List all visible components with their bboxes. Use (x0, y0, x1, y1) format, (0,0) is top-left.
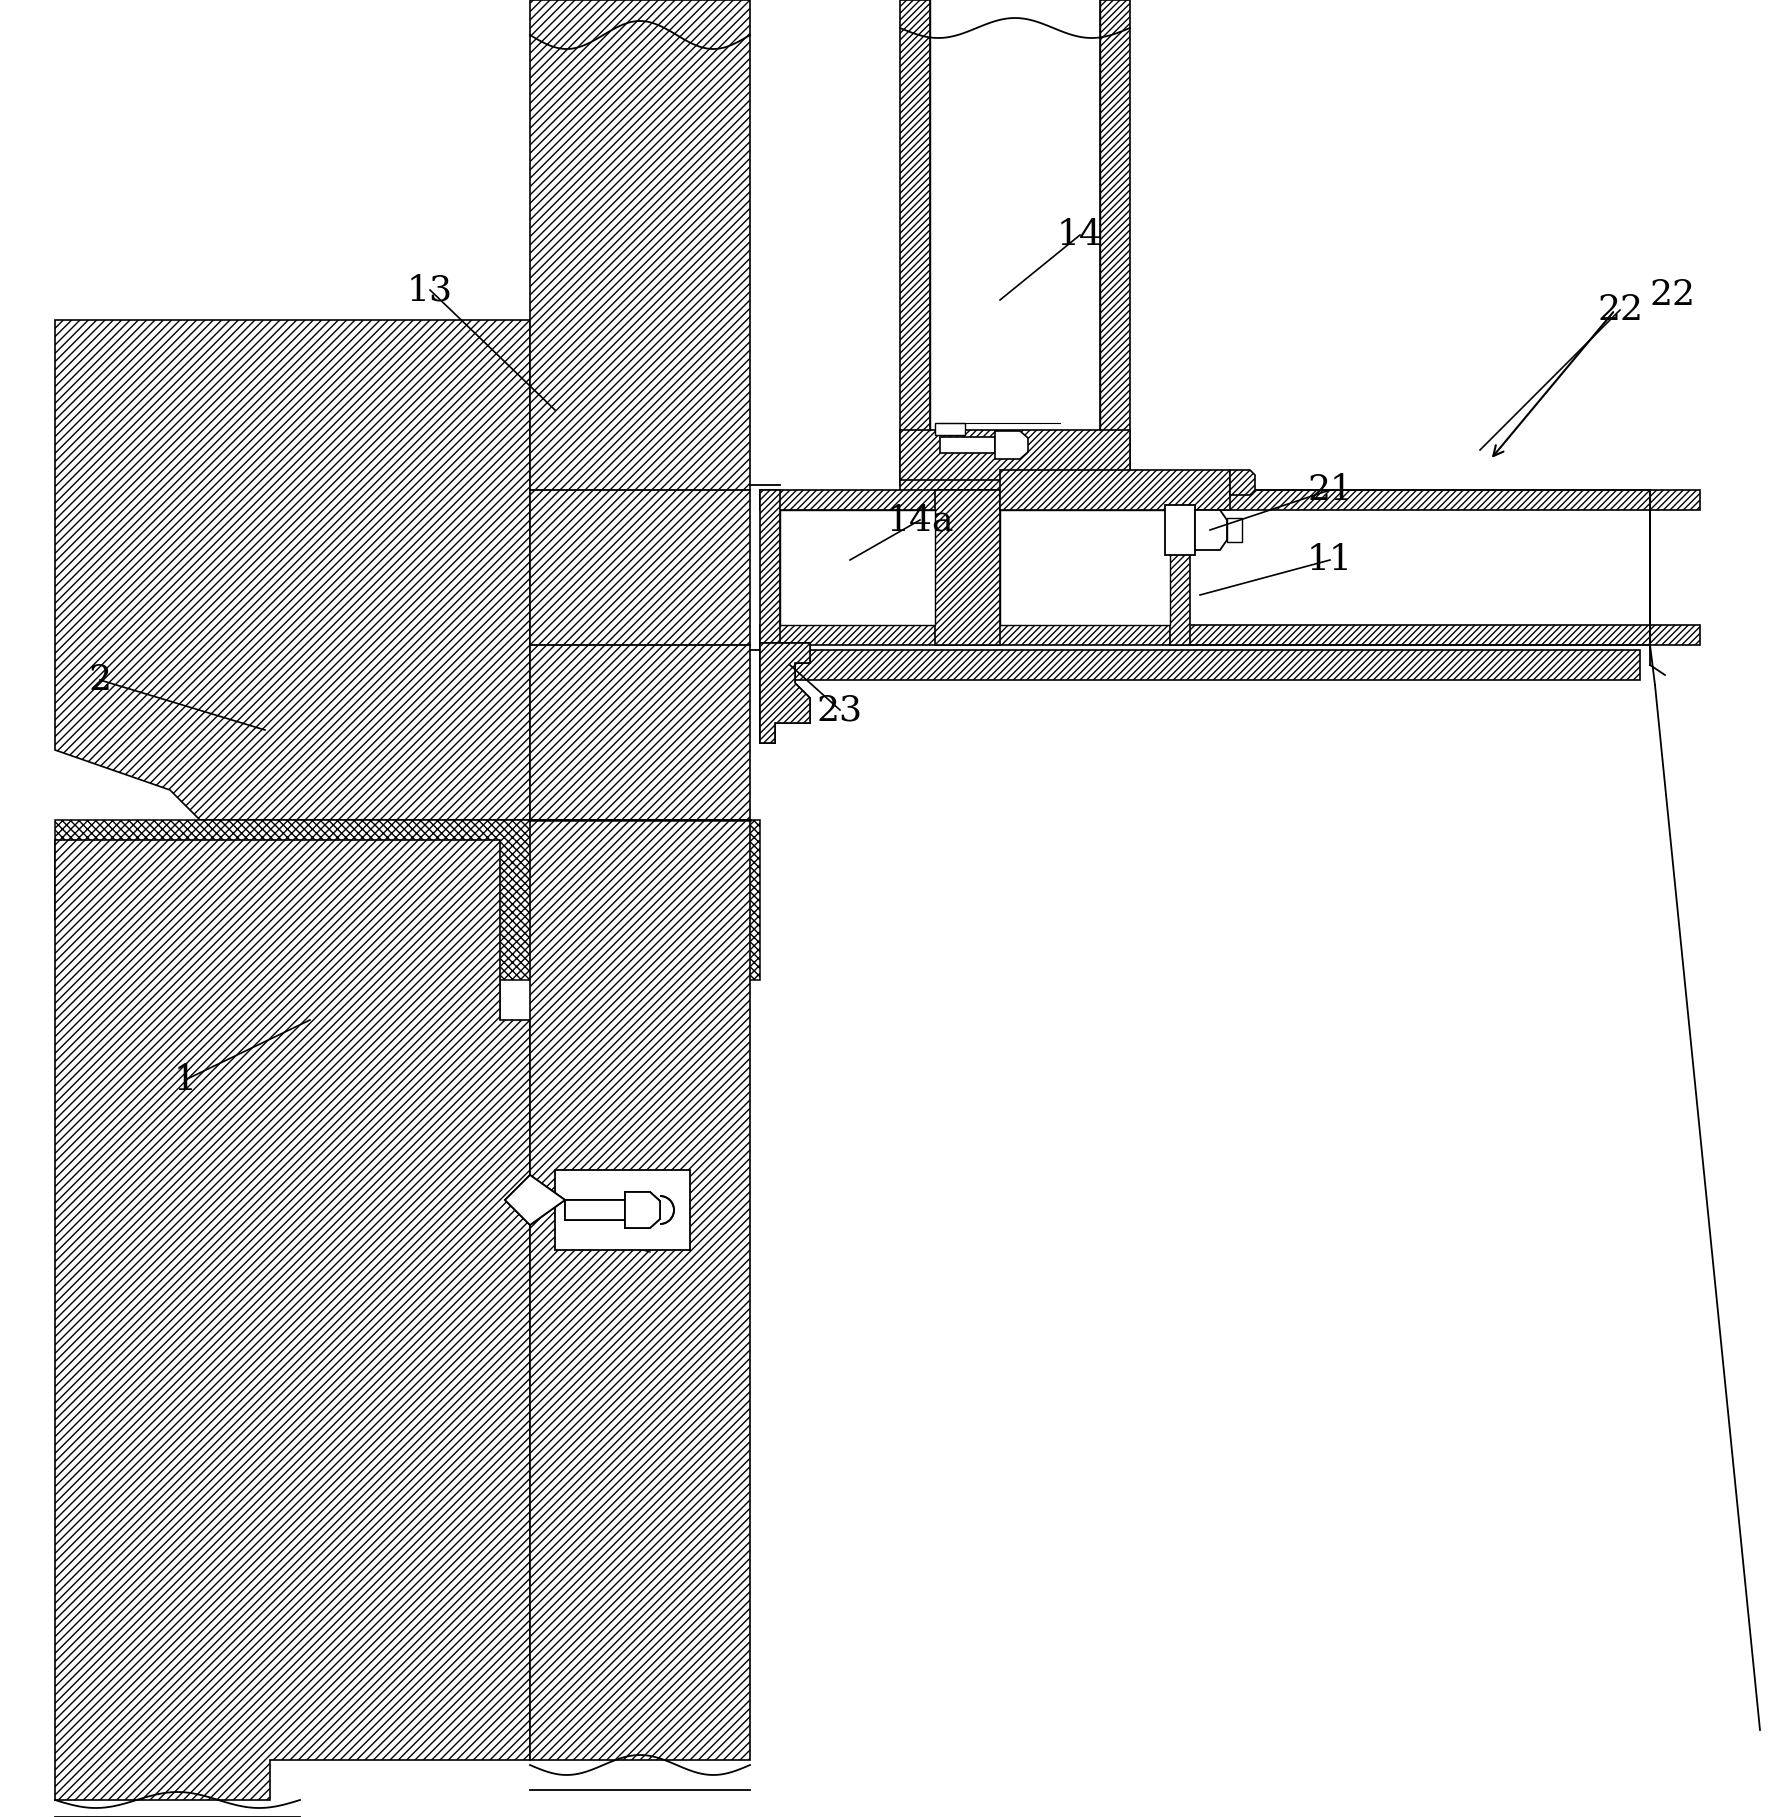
Polygon shape (1099, 0, 1130, 480)
Polygon shape (900, 0, 930, 480)
Polygon shape (504, 1176, 565, 1225)
Text: 22: 22 (1650, 278, 1696, 313)
Polygon shape (625, 1192, 659, 1228)
Polygon shape (900, 431, 1130, 485)
Text: 21: 21 (1306, 472, 1353, 507)
Polygon shape (939, 438, 994, 452)
Text: 14a: 14a (886, 503, 953, 538)
Polygon shape (529, 819, 750, 1761)
Polygon shape (936, 491, 1000, 645)
Polygon shape (1230, 471, 1255, 494)
Polygon shape (1196, 511, 1228, 551)
Text: 22: 22 (1597, 293, 1643, 327)
Polygon shape (1000, 471, 1230, 511)
Polygon shape (565, 1199, 625, 1219)
Text: 11: 11 (1306, 543, 1353, 578)
Polygon shape (565, 1199, 625, 1219)
Polygon shape (781, 511, 936, 625)
Polygon shape (55, 839, 529, 1801)
Text: 14: 14 (1057, 218, 1103, 253)
Text: 1: 1 (173, 1063, 196, 1097)
Polygon shape (759, 491, 1700, 511)
Polygon shape (529, 0, 750, 819)
Polygon shape (1171, 491, 1190, 645)
Polygon shape (936, 423, 966, 434)
Polygon shape (1165, 505, 1196, 554)
Text: 23: 23 (816, 692, 862, 727)
Polygon shape (625, 1192, 659, 1228)
Text: 2: 2 (89, 663, 112, 698)
Polygon shape (759, 643, 811, 743)
Polygon shape (55, 320, 529, 819)
Polygon shape (55, 819, 759, 1019)
Polygon shape (504, 1176, 565, 1225)
Polygon shape (759, 491, 781, 645)
Polygon shape (1000, 511, 1171, 625)
Polygon shape (994, 431, 1028, 460)
Text: 13: 13 (406, 273, 453, 307)
Polygon shape (900, 480, 1210, 540)
Polygon shape (759, 643, 811, 743)
Polygon shape (554, 1170, 690, 1250)
Polygon shape (759, 625, 1700, 645)
Polygon shape (781, 650, 1639, 680)
Polygon shape (1228, 518, 1242, 541)
